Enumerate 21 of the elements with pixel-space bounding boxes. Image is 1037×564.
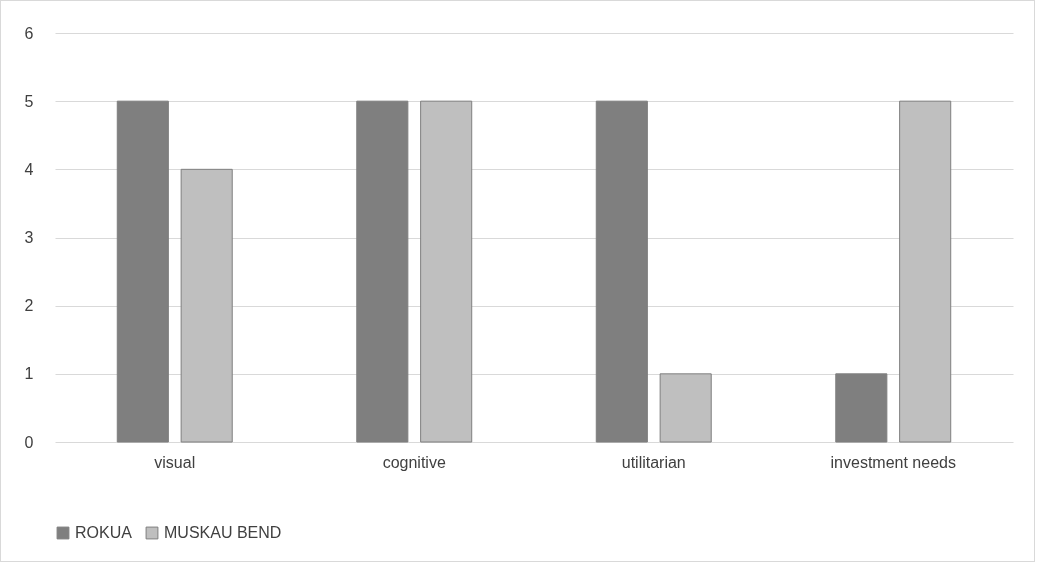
- y-tick-label: 3: [24, 229, 34, 246]
- bar: [356, 100, 409, 443]
- bar: [835, 373, 888, 443]
- bar: [899, 100, 952, 443]
- x-tick-label: utilitarian: [621, 453, 686, 471]
- bar: [659, 373, 712, 443]
- x-tick-label: investment needs: [830, 453, 956, 471]
- legend-label: ROKUA: [75, 524, 133, 541]
- y-tick-label: 0: [24, 433, 34, 451]
- x-tick-label: cognitive: [382, 453, 446, 471]
- y-tick-label: 4: [24, 160, 34, 178]
- y-tick-label: 1: [24, 365, 34, 383]
- y-tick-label: 5: [24, 92, 34, 110]
- bar: [180, 168, 233, 443]
- legend-label: MUSKAU BEND: [164, 524, 282, 541]
- bar: [116, 100, 169, 443]
- x-tick-label: visual: [154, 453, 196, 471]
- bar: [595, 100, 648, 443]
- bar: [420, 100, 473, 443]
- y-tick-label: 2: [24, 297, 34, 315]
- y-tick-label: 6: [24, 24, 34, 42]
